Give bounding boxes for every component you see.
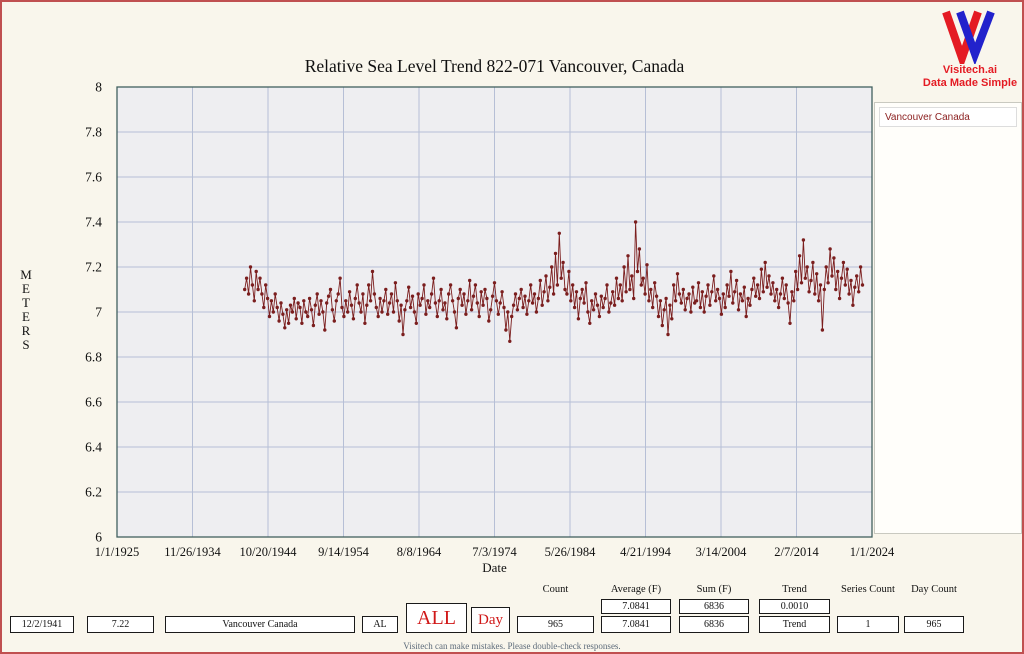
svg-text:6.4: 6.4	[85, 440, 102, 455]
svg-text:6.2: 6.2	[85, 485, 102, 500]
range-all-button[interactable]: ALL	[406, 603, 467, 633]
svg-text:4/21/1994: 4/21/1994	[620, 545, 671, 559]
svg-text:10/20/1944: 10/20/1944	[240, 545, 298, 559]
col-header-average: Average (F)	[610, 584, 662, 595]
svg-text:8: 8	[95, 80, 102, 95]
col-header-day-count: Day Count	[911, 584, 957, 595]
svg-text:1/1/1925: 1/1/1925	[95, 545, 139, 559]
col-header-trend: Trend	[782, 584, 807, 595]
svg-text:11/26/1934: 11/26/1934	[164, 545, 221, 559]
legend-item-label: Vancouver Canada	[885, 111, 970, 123]
summary-average-value: 7.0841	[601, 599, 671, 614]
series-count-value: 1	[837, 616, 899, 633]
svg-text:7/3/1974: 7/3/1974	[472, 545, 517, 559]
start-date-field[interactable]: 12/2/1941	[10, 616, 74, 633]
trend-button[interactable]: Trend	[759, 616, 830, 633]
col-header-series-count: Series Count	[841, 584, 895, 595]
logo-tagline: Data Made Simple	[922, 77, 1018, 89]
summary-sum-value: 6836	[679, 599, 749, 614]
summary-trend-value: 0.0010	[759, 599, 830, 614]
svg-text:6.8: 6.8	[85, 350, 102, 365]
svg-text:7: 7	[95, 305, 102, 320]
x-axis-title: Date	[482, 560, 507, 575]
legend-panel: Vancouver Canada	[874, 102, 1022, 534]
interval-day-button[interactable]: Day	[471, 607, 510, 633]
svg-text:6: 6	[95, 530, 102, 545]
series-vancouver-canada	[243, 220, 865, 343]
svg-text:7.6: 7.6	[85, 170, 102, 185]
station-field[interactable]: Vancouver Canada	[165, 616, 355, 633]
value-field[interactable]: 7.22	[87, 616, 154, 633]
sum-value: 6836	[679, 616, 749, 633]
svg-text:2/7/2014: 2/7/2014	[774, 545, 819, 559]
chart-title: Relative Sea Level Trend 822-071 Vancouv…	[304, 56, 685, 76]
count-value: 965	[517, 616, 594, 633]
disclaimer-text: Visitech can make mistakes. Please doubl…	[403, 641, 621, 651]
visitech-logo-mark	[942, 10, 995, 64]
svg-text:7.2: 7.2	[85, 260, 102, 275]
average-value: 7.0841	[601, 616, 671, 633]
svg-text:7.8: 7.8	[85, 125, 102, 140]
sea-level-chart: 8 7.8 7.6 7.4 7.2 7 6.8 6.6 6.4 6.2 61/1/1925 11/26…	[85, 80, 895, 560]
col-header-sum: Sum (F)	[696, 584, 732, 595]
region-field[interactable]: AL	[362, 616, 398, 633]
svg-text:5/26/1984: 5/26/1984	[545, 545, 596, 559]
logo-brand: Visitech.ai	[942, 64, 998, 76]
svg-text:6.6: 6.6	[85, 395, 102, 410]
visitech-logo: Visitech.ai Data Made Simple	[920, 8, 1020, 90]
svg-text:3/14/2004: 3/14/2004	[696, 545, 747, 559]
svg-text:1/1/2024: 1/1/2024	[850, 545, 895, 559]
col-header-count: Count	[542, 584, 569, 595]
svg-text:9/14/1954: 9/14/1954	[318, 545, 369, 559]
svg-text:7.4: 7.4	[85, 215, 102, 230]
svg-text:8/8/1964: 8/8/1964	[397, 545, 442, 559]
legend-item-vancouver-canada[interactable]: Vancouver Canada	[879, 107, 1017, 127]
day-count-value: 965	[904, 616, 964, 633]
